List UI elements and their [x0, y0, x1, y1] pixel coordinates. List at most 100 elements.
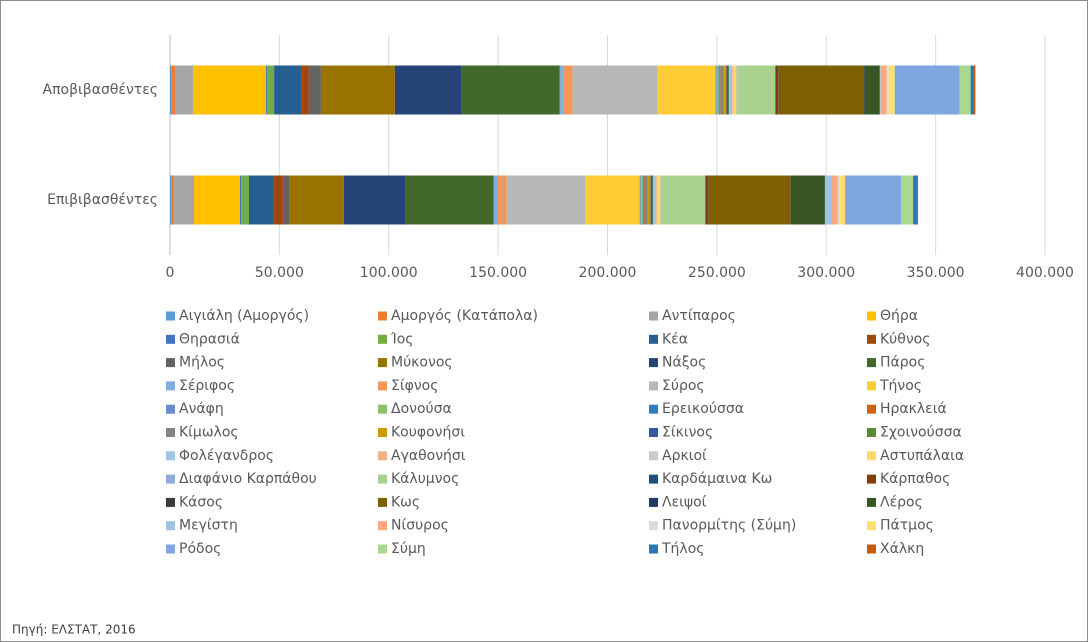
- x-tick-label: 300.000: [797, 265, 855, 281]
- legend-swatch: [378, 544, 387, 554]
- legend-label: Θηρασιά: [179, 331, 240, 347]
- legend-label: Πάτμος: [880, 518, 934, 534]
- x-tick-label: 150.000: [469, 265, 527, 281]
- bar-segment: [320, 65, 395, 115]
- bar-segment: [657, 65, 716, 115]
- bar-segment: [308, 65, 321, 115]
- legend-swatch: [166, 404, 175, 414]
- legend-label: Μύκονος: [391, 355, 453, 371]
- legend-label: Λέρος: [880, 494, 923, 510]
- legend-swatch: [378, 428, 387, 437]
- x-tick-label: 100.000: [360, 265, 418, 281]
- bar-segment: [733, 65, 734, 115]
- legend-label: Καρδάμαινα Κω: [662, 471, 772, 487]
- legend-label: Σίφνος: [391, 378, 438, 394]
- legend-label: Ηρακλειά: [880, 401, 947, 417]
- bar-segment: [266, 65, 268, 115]
- bar-segment: [241, 175, 249, 225]
- bar-segment: [775, 65, 776, 115]
- legend-swatch: [867, 334, 876, 344]
- legend-label: Κουφονήσι: [391, 425, 465, 441]
- bar-segment: [775, 65, 779, 115]
- legend-label: Μεγίστη: [179, 518, 238, 534]
- legend-label: Ερεικούσσα: [662, 401, 744, 417]
- bar-segment: [973, 65, 976, 115]
- bar-segment: [644, 175, 648, 225]
- bar-segment: [737, 65, 776, 115]
- legend-label: Κάσος: [179, 494, 223, 510]
- bar-segment: [880, 65, 887, 115]
- y-tick-label: Επιβιβασθέντες: [47, 192, 158, 208]
- legend-swatch: [378, 334, 387, 344]
- legend-swatch: [649, 544, 658, 554]
- bar-segment: [267, 65, 275, 115]
- bar-segment: [824, 175, 832, 225]
- legend-label: Αντίπαρος: [662, 308, 736, 324]
- legend-label: Κύθνος: [880, 331, 930, 347]
- legend-label: Ίος: [390, 331, 414, 347]
- bar-segment: [642, 175, 644, 225]
- bar-segment: [917, 175, 919, 225]
- bar-segment: [879, 65, 881, 115]
- legend-swatch: [867, 428, 876, 437]
- bar-segment: [736, 65, 738, 115]
- bar-segment: [563, 65, 573, 115]
- bar-segment: [585, 175, 640, 225]
- legend-swatch: [378, 474, 387, 484]
- legend-label: Σίκινος: [662, 425, 713, 441]
- bar-segment: [647, 175, 651, 225]
- source-note: Πηγή: ΕΛΣΤΑΤ, 2016: [12, 623, 136, 637]
- legend-label: Νάξος: [662, 355, 706, 371]
- bar-segment: [660, 175, 662, 225]
- bar-segment: [791, 175, 825, 225]
- legend-label: Κάρπαθος: [880, 471, 950, 487]
- bar-segment: [708, 175, 709, 225]
- bar-segment: [863, 65, 865, 115]
- bar-segment: [171, 65, 176, 115]
- bar-segment: [405, 175, 494, 225]
- bar-segment: [888, 65, 895, 115]
- bar-segment: [728, 65, 730, 115]
- bar-segment: [289, 175, 344, 225]
- bar-segment: [729, 65, 733, 115]
- bar-segment: [639, 175, 641, 225]
- legend-swatch: [378, 521, 387, 531]
- legend-swatch: [867, 451, 876, 461]
- bar-segment: [240, 175, 242, 225]
- bar-segment: [656, 175, 658, 225]
- legend-swatch: [867, 381, 876, 391]
- bar-segment: [845, 175, 902, 225]
- bar-segment: [726, 65, 729, 115]
- legend-label: Ανάφη: [179, 401, 224, 417]
- legend-swatch: [166, 428, 175, 437]
- legend-label: Δονούσα: [391, 401, 452, 417]
- legend-label: Ρόδος: [179, 541, 221, 557]
- legend-swatch: [649, 497, 658, 507]
- legend-label: Χάλκη: [880, 541, 924, 557]
- bar-segment: [640, 175, 643, 225]
- legend-swatch: [649, 428, 658, 437]
- bar-segment: [720, 65, 724, 115]
- legend-swatch: [166, 381, 175, 391]
- legend-swatch: [166, 358, 175, 368]
- legend-swatch: [649, 474, 658, 484]
- bar-segment: [959, 65, 971, 115]
- legend-swatch: [378, 497, 387, 507]
- bar-segment: [913, 175, 918, 225]
- bar-segment: [705, 175, 706, 225]
- bar-segment: [733, 65, 737, 115]
- bar-segment: [192, 65, 267, 115]
- legend-label: Αγαθονήσι: [391, 448, 466, 464]
- bar-segment: [559, 65, 564, 115]
- legend-swatch: [867, 358, 876, 368]
- bar-segment: [661, 175, 706, 225]
- legend-swatch: [166, 521, 175, 531]
- legend-swatch: [649, 521, 658, 531]
- legend-label: Τήλος: [661, 541, 705, 557]
- legend-label: Σύμη: [391, 541, 426, 557]
- bar-segment: [778, 65, 864, 115]
- bar-segment: [170, 175, 172, 225]
- x-tick-label: 250.000: [688, 265, 746, 281]
